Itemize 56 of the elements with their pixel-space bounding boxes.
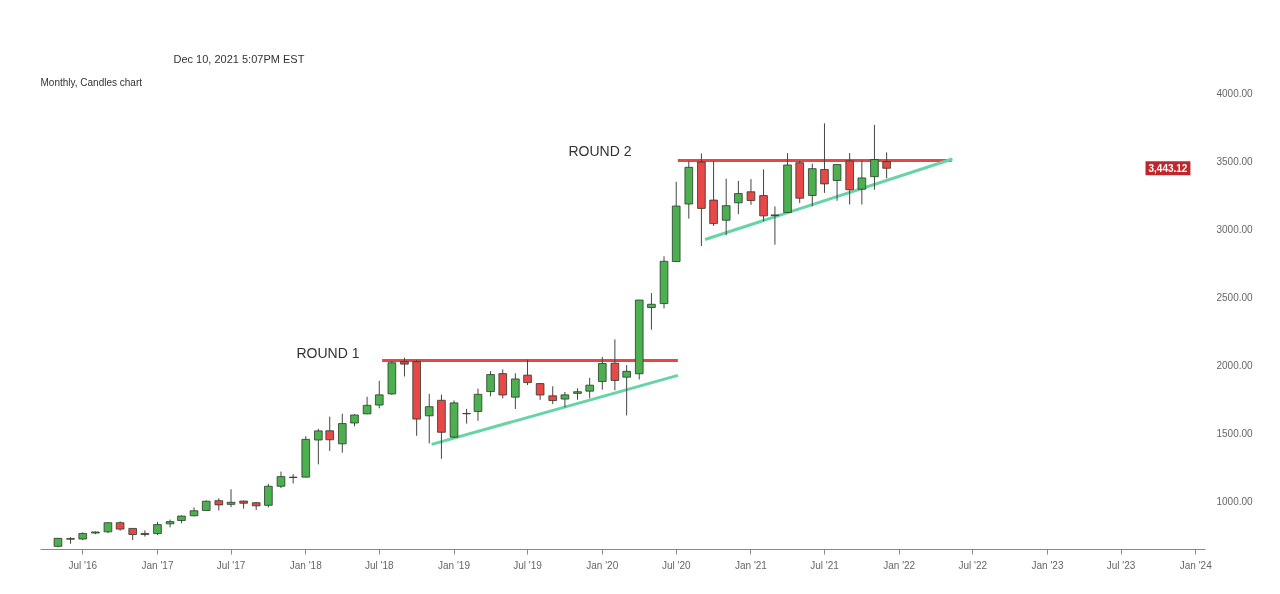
- annotation: ROUND 1: [296, 344, 360, 361]
- x-tick-label: Jan '23: [1031, 559, 1064, 571]
- candlestick: [622, 364, 631, 416]
- x-tick-label: Jan '21: [734, 559, 768, 571]
- y-tick-label: 1000.00: [1216, 495, 1254, 507]
- x-tick-label: Jul '21: [810, 559, 840, 571]
- y-tick-label: 3500.00: [1216, 155, 1254, 167]
- candlestick: [746, 178, 756, 206]
- candlestick: [424, 393, 434, 444]
- y-tick-label: 2500.00: [1216, 291, 1254, 303]
- candlestick: [165, 519, 175, 528]
- candlestick: [870, 124, 879, 191]
- x-tick-label: Jan '18: [289, 559, 323, 571]
- x-tick-label: Jul '22: [958, 559, 988, 571]
- candlestick: [362, 396, 372, 415]
- candlestick: [721, 178, 731, 236]
- candlestick: [647, 292, 656, 331]
- candlestick: [857, 160, 867, 206]
- x-tick-label: Jan '19: [438, 559, 471, 571]
- x-tick-label: Jul '18: [364, 559, 395, 571]
- x-tick-label: Jul '23: [1106, 559, 1136, 571]
- y-tick-label: 1500.00: [1216, 427, 1254, 439]
- candlestick: [325, 416, 334, 452]
- x-tick-label: Jul '17: [216, 559, 246, 571]
- x-tick-label: Jan '22: [883, 559, 916, 571]
- y-tick-label: 4000.00: [1216, 87, 1254, 99]
- x-tick-label: Jul '19: [513, 559, 543, 571]
- candlestick: [498, 368, 508, 399]
- candlestick: [486, 370, 495, 397]
- candlestick: [734, 180, 743, 215]
- candlestick: [473, 388, 483, 422]
- candlestick: [759, 168, 768, 222]
- x-tick-label: Jan '20: [586, 559, 619, 571]
- chart-title: Monthly, Candles chart: [40, 76, 143, 88]
- candlestick: [338, 413, 347, 454]
- x-tick-label: Jul '16: [68, 559, 98, 571]
- annotation: 3,443.12: [1148, 163, 1188, 175]
- candlestick: [226, 488, 236, 508]
- candlestick: [598, 356, 607, 391]
- y-tick-label: 2000.00: [1216, 359, 1254, 371]
- x-tick-label: Jan '17: [141, 559, 174, 571]
- x-tick-label: Jul '20: [661, 559, 691, 571]
- candlestick: [585, 377, 594, 399]
- y-tick-label: 3000.00: [1216, 223, 1254, 235]
- candlestick: [511, 372, 520, 410]
- candlestick: [462, 408, 471, 425]
- candlestick: [770, 205, 780, 246]
- x-tick-label: Jan '24: [1179, 559, 1213, 571]
- candlestick: [314, 428, 323, 465]
- annotation: ROUND 2: [568, 142, 632, 159]
- chart-subtitle: Dec 10, 2021 5:07PM EST: [173, 52, 305, 65]
- candlestick: [560, 391, 570, 408]
- candlestick: [375, 380, 384, 409]
- candlestick: [140, 529, 150, 538]
- candlestick: [832, 163, 842, 202]
- candlestick: [264, 483, 273, 508]
